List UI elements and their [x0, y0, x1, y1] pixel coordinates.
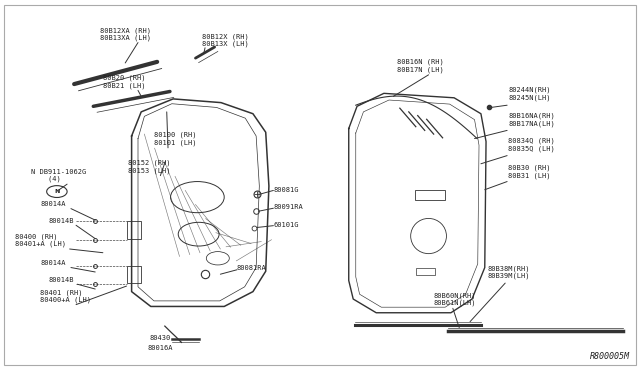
Text: 80B30 (RH)
80B31 (LH): 80B30 (RH) 80B31 (LH)	[508, 164, 551, 179]
Text: 80016A: 80016A	[148, 344, 173, 351]
Bar	[416, 268, 435, 275]
Text: 80400 (RH)
80401+A (LH): 80400 (RH) 80401+A (LH)	[15, 233, 66, 247]
Text: 80430: 80430	[150, 335, 171, 341]
Text: 80014B: 80014B	[49, 218, 74, 224]
Text: 80081G: 80081G	[273, 187, 299, 193]
Text: 80B16N (RH)
80B17N (LH): 80B16N (RH) 80B17N (LH)	[397, 59, 444, 73]
Text: 80401 (RH)
80400+A (LH): 80401 (RH) 80400+A (LH)	[40, 289, 92, 304]
Text: 80014B: 80014B	[49, 277, 74, 283]
Text: 80B20 (RH)
80B21 (LH): 80B20 (RH) 80B21 (LH)	[103, 75, 145, 89]
Text: 80B12X (RH)
80B13X (LH): 80B12X (RH) 80B13X (LH)	[202, 33, 248, 47]
Text: 80152 (RH)
80153 (LH): 80152 (RH) 80153 (LH)	[129, 160, 171, 174]
Text: 60101G: 60101G	[273, 222, 299, 228]
Text: 80091RA: 80091RA	[273, 205, 303, 211]
Bar	[127, 221, 141, 239]
Text: 80081RA: 80081RA	[237, 264, 267, 270]
Text: N: N	[54, 189, 60, 194]
Bar	[415, 190, 445, 200]
Text: 80B16NA(RH)
80B17NA(LH): 80B16NA(RH) 80B17NA(LH)	[508, 113, 555, 127]
Text: N DB911-1062G
    (4): N DB911-1062G (4)	[31, 169, 86, 182]
Text: 80014A: 80014A	[40, 202, 66, 208]
Text: 80244N(RH)
80245N(LH): 80244N(RH) 80245N(LH)	[508, 87, 551, 101]
Text: 80834Q (RH)
80835Q (LH): 80834Q (RH) 80835Q (LH)	[508, 138, 555, 152]
Bar	[127, 266, 141, 283]
Text: 80B38M(RH)
80B39M(LH): 80B38M(RH) 80B39M(LH)	[487, 265, 530, 279]
Text: 80B60N(RH)
80B61N(LH): 80B60N(RH) 80B61N(LH)	[434, 292, 476, 307]
Text: R800005M: R800005M	[589, 352, 630, 361]
Text: 80100 (RH)
80101 (LH): 80100 (RH) 80101 (LH)	[154, 132, 196, 146]
Text: 80014A: 80014A	[40, 260, 66, 266]
Text: 80B12XA (RH)
80B13XA (LH): 80B12XA (RH) 80B13XA (LH)	[100, 28, 150, 41]
